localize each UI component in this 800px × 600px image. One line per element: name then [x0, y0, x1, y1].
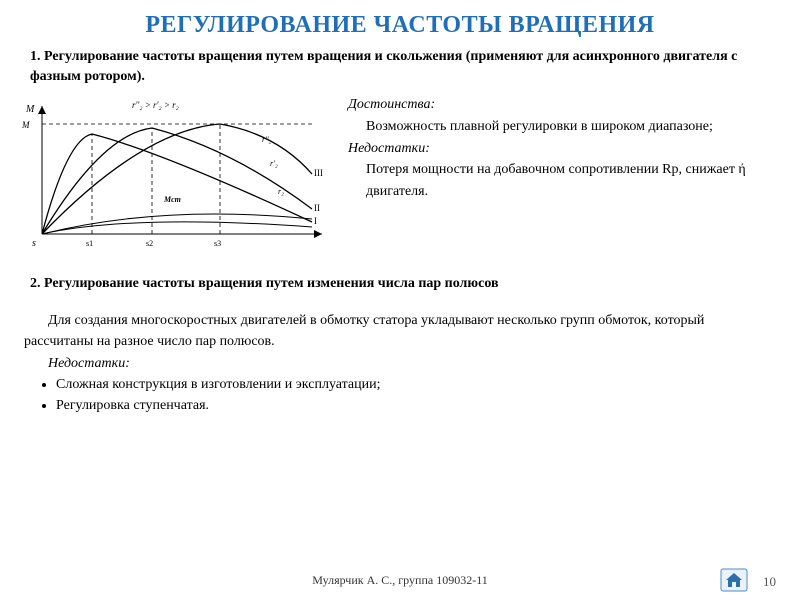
svg-text:s2: s2: [146, 239, 153, 248]
svg-text:II: II: [314, 203, 320, 213]
disadvantages-text: Потеря мощности на добавочном сопротивле…: [348, 159, 782, 202]
svg-text:s: s: [32, 238, 36, 249]
page-title: РЕГУЛИРОВАНИЕ ЧАСТОТЫ ВРАЩЕНИЯ: [0, 0, 800, 39]
torque-slip-chart: s M M s1 s2 s3 III II I r''₂ > r'₂ > r₂: [12, 94, 332, 254]
list-item: Сложная конструкция в изготовлении и экс…: [56, 374, 776, 395]
svg-text:r''₂: r''₂: [262, 135, 272, 144]
svg-text:III: III: [314, 168, 323, 178]
list-item: Регулировка ступенчатая.: [56, 395, 776, 416]
section2-dis-label: Недостатки:: [0, 352, 800, 372]
svg-text:r'₂: r'₂: [270, 159, 278, 168]
section1-text: Достоинства: Возможность плавной регулир…: [332, 94, 782, 254]
svg-text:r''₂ > r'₂ > r₂: r''₂ > r'₂ > r₂: [132, 100, 179, 110]
section1-heading: 1. Регулирование частоты вращения путем …: [0, 39, 800, 88]
svg-text:s1: s1: [86, 239, 93, 248]
section2-bullets: Сложная конструкция в изготовлении и экс…: [0, 372, 800, 416]
page-number: 10: [763, 574, 776, 590]
section2-paragraph: Для создания многоскоростных двигателей …: [0, 294, 800, 352]
advantages-text: Возможность плавной регулировки в широко…: [348, 116, 782, 138]
footer-author: Мулярчик А. С., группа 109032-11: [0, 573, 800, 588]
svg-text:s3: s3: [214, 239, 221, 248]
advantages-label: Достоинства:: [348, 94, 782, 116]
disadvantages-label: Недостатки:: [348, 138, 782, 160]
svg-text:r₂: r₂: [278, 187, 284, 196]
svg-text:M: M: [25, 104, 35, 115]
home-nav-icon[interactable]: [720, 568, 748, 592]
section2-heading: 2. Регулирование частоты вращения путем …: [0, 254, 800, 294]
svg-text:I: I: [314, 216, 317, 226]
svg-text:Mст: Mст: [163, 195, 181, 204]
svg-text:M: M: [21, 120, 30, 130]
